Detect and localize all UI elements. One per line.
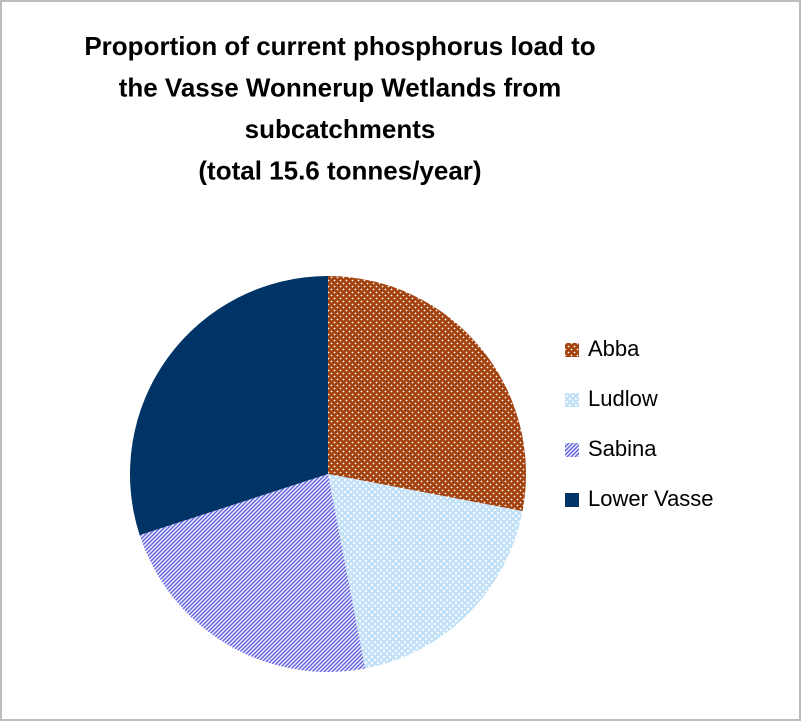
legend-label: Sabina xyxy=(588,436,657,461)
chart-title: (total 15.6 tonnes/year) xyxy=(198,155,481,185)
pie-slice xyxy=(328,276,526,512)
legend-label: Abba xyxy=(588,336,640,361)
pie-slice xyxy=(328,474,523,669)
chart-title: Proportion of current phosphorus load to xyxy=(84,31,595,61)
legend-swatch xyxy=(565,443,579,457)
pie-slice xyxy=(129,276,328,536)
pie-slice xyxy=(139,474,366,672)
legend-swatch xyxy=(565,493,579,507)
chart-title: subcatchments xyxy=(245,114,436,144)
legend-label: Lower Vasse xyxy=(588,486,714,511)
legend-swatch xyxy=(565,393,579,407)
legend-swatch xyxy=(565,343,579,357)
chart-title: the Vasse Wonnerup Wetlands from xyxy=(119,72,562,102)
legend-label: Ludlow xyxy=(588,386,658,411)
